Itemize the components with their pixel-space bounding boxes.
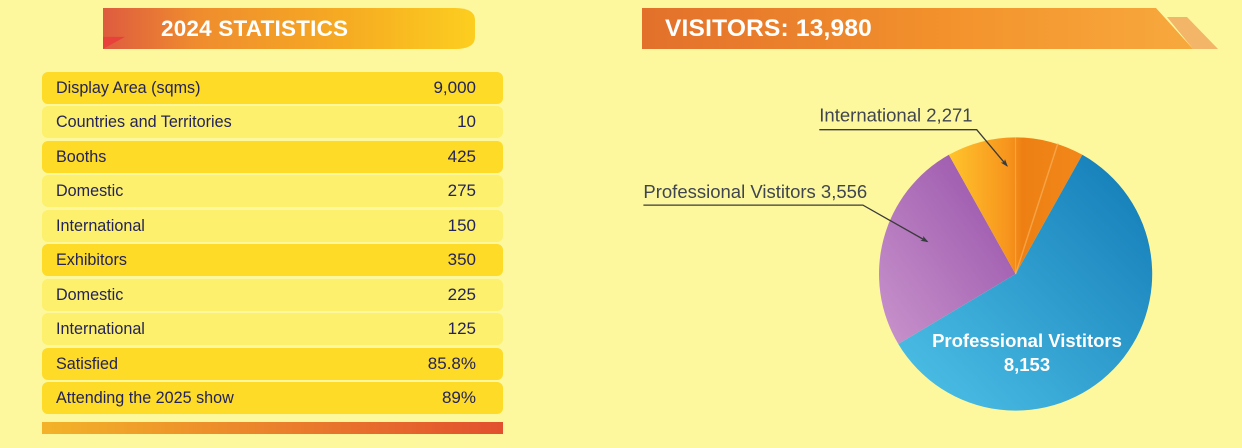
svg-text:Professional Vistitors: Professional Vistitors (932, 330, 1122, 351)
svg-text:Professional Vistitors 3,556: Professional Vistitors 3,556 (643, 181, 867, 202)
svg-text:International 2,271: International 2,271 (819, 105, 972, 126)
svg-text:8,153: 8,153 (1004, 354, 1050, 375)
